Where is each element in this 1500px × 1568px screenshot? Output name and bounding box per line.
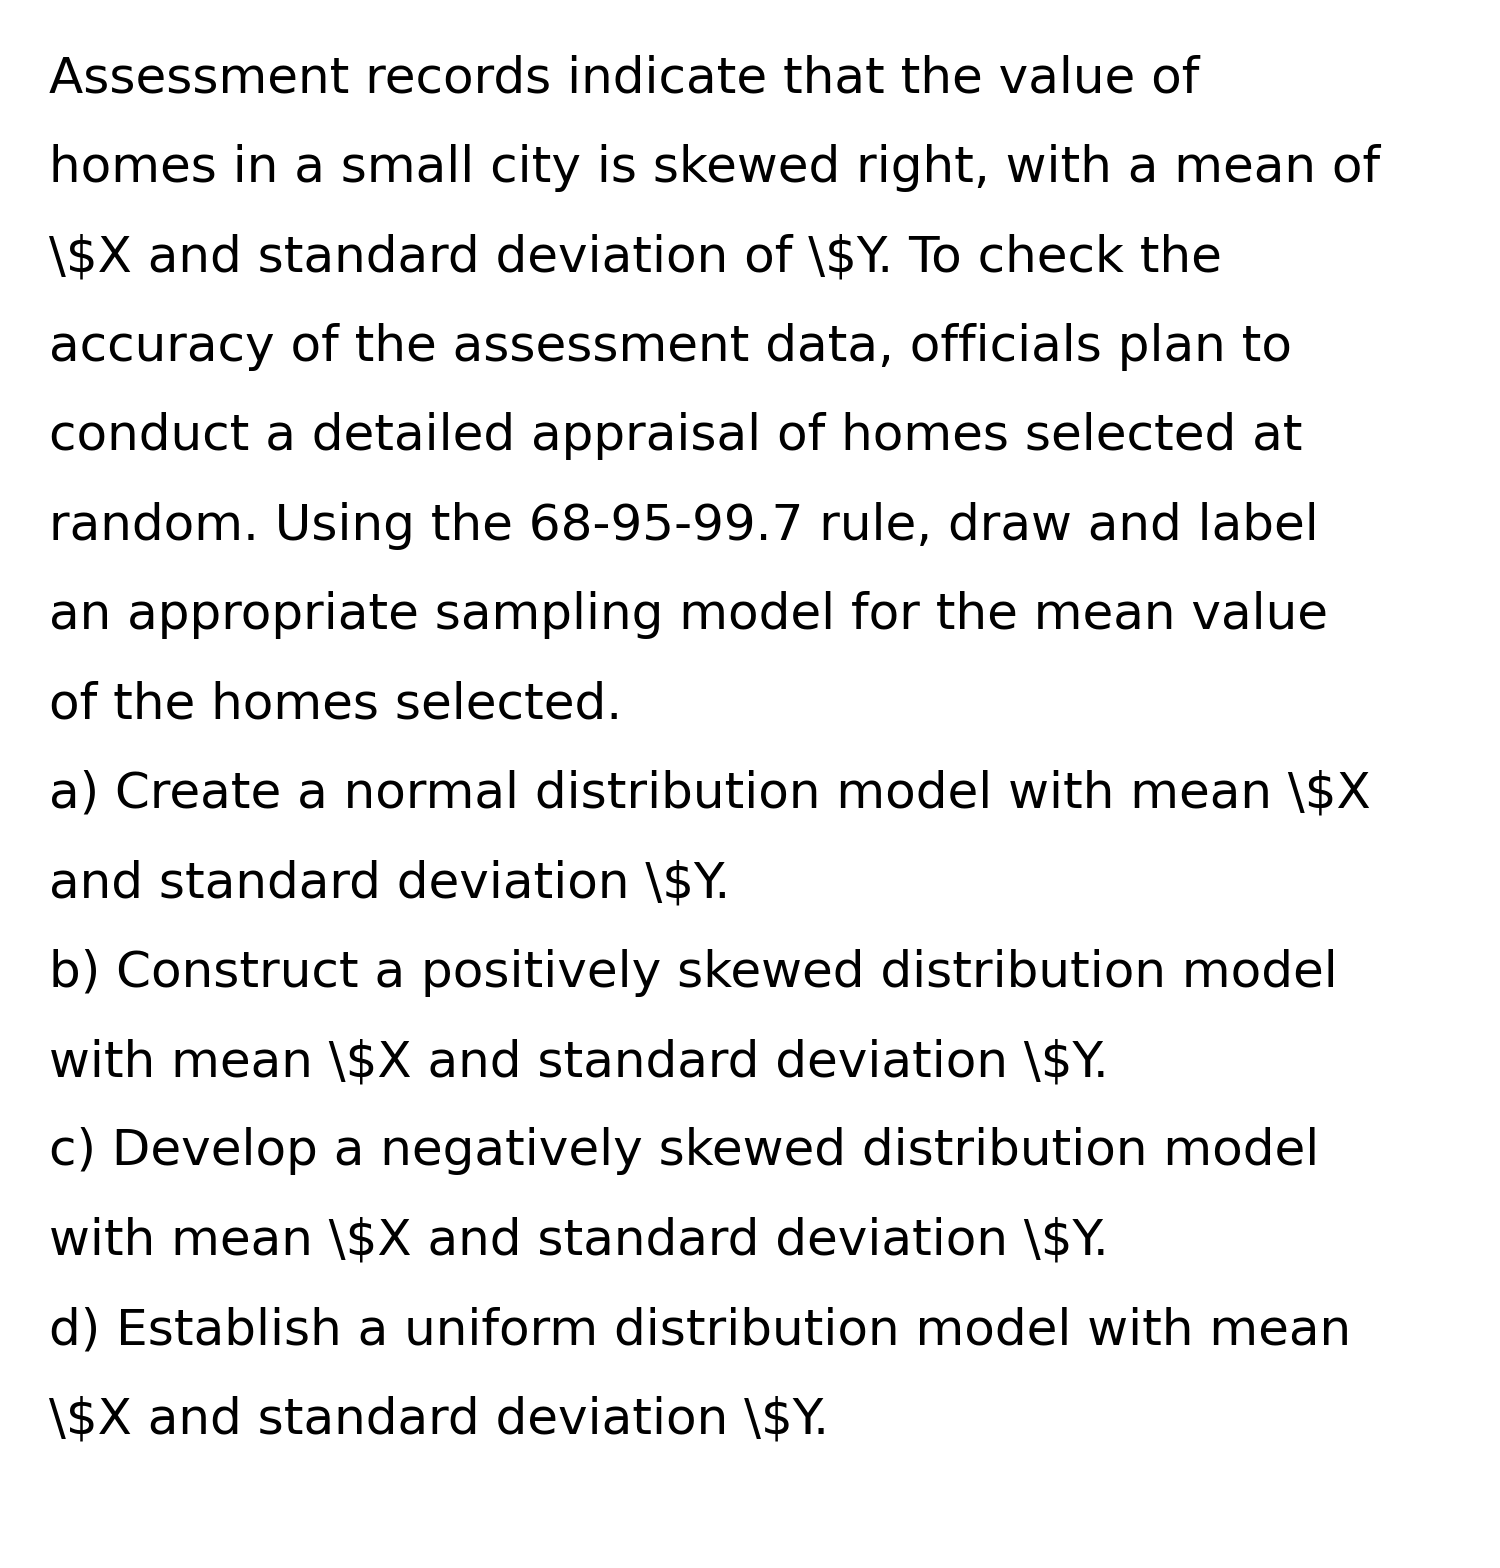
- Text: and standard deviation \$Y.: and standard deviation \$Y.: [50, 859, 730, 908]
- Text: of the homes selected.: of the homes selected.: [50, 681, 622, 729]
- Text: \$X and standard deviation \$Y.: \$X and standard deviation \$Y.: [50, 1396, 830, 1444]
- Text: random. Using the 68-95-99.7 rule, draw and label: random. Using the 68-95-99.7 rule, draw …: [50, 502, 1318, 550]
- Text: conduct a detailed appraisal of homes selected at: conduct a detailed appraisal of homes se…: [50, 412, 1302, 461]
- Text: homes in a small city is skewed right, with a mean of: homes in a small city is skewed right, w…: [50, 144, 1380, 193]
- Text: b) Construct a positively skewed distribution model: b) Construct a positively skewed distrib…: [50, 949, 1338, 997]
- Text: a) Create a normal distribution model with mean \$X: a) Create a normal distribution model wi…: [50, 770, 1371, 818]
- Text: d) Establish a uniform distribution model with mean: d) Establish a uniform distribution mode…: [50, 1306, 1352, 1355]
- Text: Assessment records indicate that the value of: Assessment records indicate that the val…: [50, 55, 1200, 103]
- Text: with mean \$X and standard deviation \$Y.: with mean \$X and standard deviation \$Y…: [50, 1038, 1108, 1087]
- Text: \$X and standard deviation of \$Y. To check the: \$X and standard deviation of \$Y. To ch…: [50, 234, 1222, 282]
- Text: with mean \$X and standard deviation \$Y.: with mean \$X and standard deviation \$Y…: [50, 1217, 1108, 1265]
- Text: an appropriate sampling model for the mean value: an appropriate sampling model for the me…: [50, 591, 1328, 640]
- Text: accuracy of the assessment data, officials plan to: accuracy of the assessment data, officia…: [50, 323, 1292, 372]
- Text: c) Develop a negatively skewed distribution model: c) Develop a negatively skewed distribut…: [50, 1127, 1318, 1176]
